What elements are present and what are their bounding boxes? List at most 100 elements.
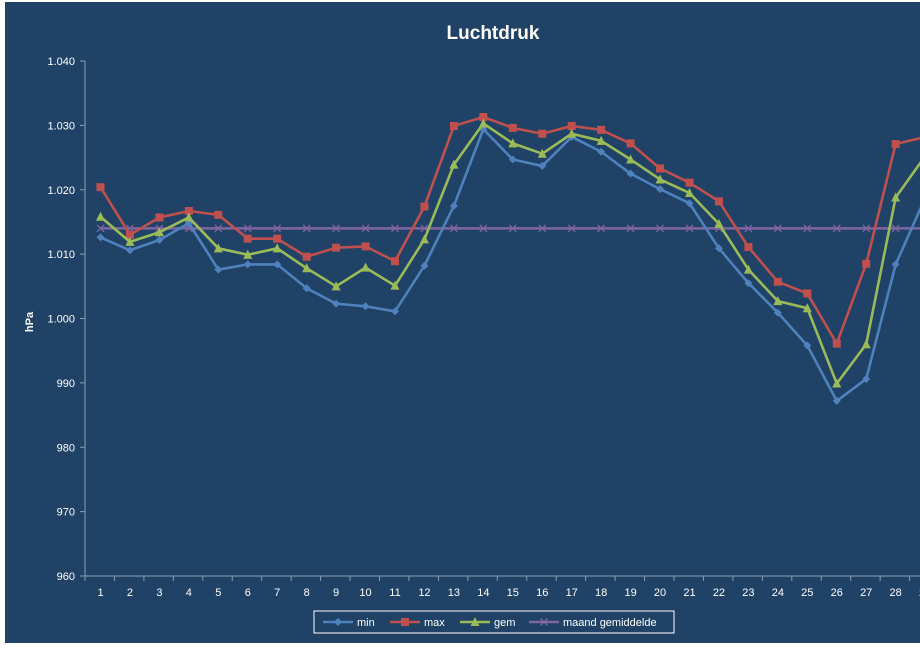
y-tick-label: 960 <box>57 571 75 583</box>
data-point-max <box>449 122 458 131</box>
x-marker-stroke <box>243 224 252 233</box>
data-point-gem <box>714 218 724 228</box>
data-point-max <box>302 252 311 261</box>
data-point-min <box>96 233 105 242</box>
x-tick-label: 21 <box>683 587 695 599</box>
data-point-max <box>656 164 665 173</box>
data-point-maand-gemiddelde <box>862 224 871 233</box>
line-chart: Luchtdruk hPa 960 970 980 990 1.000 1.010 1.02… <box>24 23 920 634</box>
data-point-min <box>155 235 164 244</box>
data-point-max <box>273 234 282 243</box>
x-marker-stroke <box>302 224 311 233</box>
x-tick-label: 20 <box>654 587 666 599</box>
data-point-gem <box>184 212 194 222</box>
x-marker-stroke <box>479 224 488 233</box>
x-tick-label: 3 <box>156 587 162 599</box>
data-point-maand-gemiddelde <box>626 224 635 233</box>
x-tick-label: 13 <box>448 587 460 599</box>
data-point-min <box>862 375 871 384</box>
data-point-min <box>832 396 841 405</box>
x-tick-label: 22 <box>713 587 725 599</box>
data-point-gem <box>655 174 665 184</box>
data-point-gem <box>331 281 341 291</box>
data-point-min <box>891 260 900 269</box>
data-point-max <box>891 140 900 149</box>
data-point-gem <box>272 243 282 253</box>
data-point-min <box>656 185 665 194</box>
legend-marker-max <box>401 618 409 626</box>
data-point-maand-gemiddelde <box>449 224 458 233</box>
data-point-gem <box>685 187 694 197</box>
data-point-max <box>243 234 252 243</box>
data-point-maand-gemiddelde <box>744 224 753 233</box>
data-point-maand-gemiddelde <box>214 224 223 233</box>
series-line-min <box>99 127 920 403</box>
data-point-maand-gemiddelde <box>273 224 282 233</box>
data-point-max <box>862 259 871 268</box>
legend-label-maand-gemiddelde: maand gemiddelde <box>563 617 657 629</box>
data-point-min <box>626 169 635 178</box>
x-tick-label: 2 <box>127 587 133 599</box>
x-tick-label: 12 <box>418 587 430 599</box>
x-marker-stroke <box>540 618 548 626</box>
y-axis-label: hPa <box>24 311 36 332</box>
x-tick-label: 16 <box>536 587 548 599</box>
y-tick-label: 970 <box>57 507 75 519</box>
data-point-max <box>332 243 341 252</box>
data-point-gem <box>96 211 105 221</box>
data-point-gem <box>567 128 577 138</box>
data-point-max <box>626 139 635 148</box>
x-marker-stroke <box>273 224 282 233</box>
data-point-maand-gemiddelde <box>538 224 547 233</box>
x-tick-label: 6 <box>245 587 251 599</box>
data-point-min <box>125 246 134 255</box>
x-marker-stroke <box>626 224 635 233</box>
data-point-min <box>538 161 547 170</box>
x-tick-label: 18 <box>595 587 607 599</box>
data-point-max <box>832 339 841 348</box>
legend-label-min: min <box>357 617 375 629</box>
data-point-gem <box>213 243 223 253</box>
x-marker-stroke <box>361 224 370 233</box>
series-min <box>96 125 920 405</box>
data-point-maand-gemiddelde <box>832 224 841 233</box>
x-tick-label: 9 <box>333 587 339 599</box>
data-point-maand-gemiddelde <box>302 224 311 233</box>
data-point-gem <box>478 118 488 128</box>
data-point-maand-gemiddelde <box>332 224 341 233</box>
data-point-maand-gemiddelde <box>96 224 105 233</box>
x-tick-label: 26 <box>831 587 843 599</box>
data-point-gem <box>832 378 842 388</box>
x-tick-label: 1 <box>97 587 103 599</box>
x-marker-stroke <box>656 224 665 233</box>
data-point-gem <box>361 262 371 272</box>
y-tick-label: 980 <box>57 442 75 454</box>
data-point-min <box>391 307 399 316</box>
x-marker-stroke <box>332 224 341 233</box>
legend-label-max: max <box>424 617 445 629</box>
data-point-max <box>567 122 576 131</box>
data-point-min <box>361 302 370 311</box>
data-point-gem <box>773 296 783 306</box>
data-point-max <box>391 257 399 266</box>
data-point-min <box>714 244 723 253</box>
x-tick-label: 15 <box>507 587 519 599</box>
x-tick-label: 7 <box>274 587 280 599</box>
data-point-maand-gemiddelde <box>243 224 252 233</box>
x-marker-stroke <box>214 224 223 233</box>
legend-marker-gem <box>470 617 480 626</box>
data-point-min <box>332 299 341 308</box>
data-point-max <box>96 183 105 192</box>
data-point-max <box>597 125 606 134</box>
data-point-maand-gemiddelde <box>803 224 812 233</box>
y-tick-label: 1.020 <box>47 185 75 197</box>
data-point-max <box>420 202 429 211</box>
data-point-min <box>773 308 782 317</box>
data-point-max <box>184 206 193 215</box>
data-point-gem <box>125 236 135 246</box>
x-tick-label: 28 <box>890 587 902 599</box>
chart-area: Luchtdruk hPa 960 970 980 990 1.000 1.010 1.02… <box>5 2 920 643</box>
series-maand-gemiddelde <box>96 224 920 233</box>
data-point-max <box>479 113 488 122</box>
x-marker-stroke <box>391 224 399 233</box>
